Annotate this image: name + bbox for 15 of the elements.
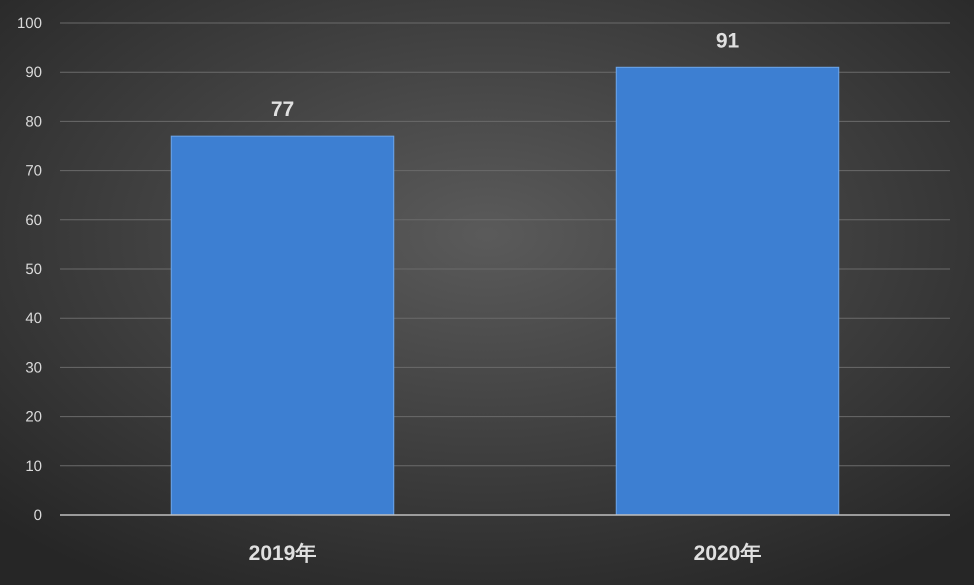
y-tick-label: 90 [25,64,42,82]
y-tick-label: 100 [16,15,42,32]
x-tick-label: 2019年 [248,542,316,565]
y-tick-label: 80 [25,113,42,130]
y-tick-label: 40 [25,310,42,328]
y-tick-label: 60 [25,212,42,229]
data-label: 77 [270,98,294,122]
y-tick-label: 20 [25,408,42,426]
y-tick-label: 50 [25,261,42,278]
y-tick-label: 70 [25,162,42,180]
data-label: 91 [716,29,740,52]
y-tick-label: 30 [25,359,42,376]
x-tick-label: 2020年 [694,542,762,565]
y-tick-label: 10 [25,458,42,475]
y-tick-label: 0 [34,507,42,524]
